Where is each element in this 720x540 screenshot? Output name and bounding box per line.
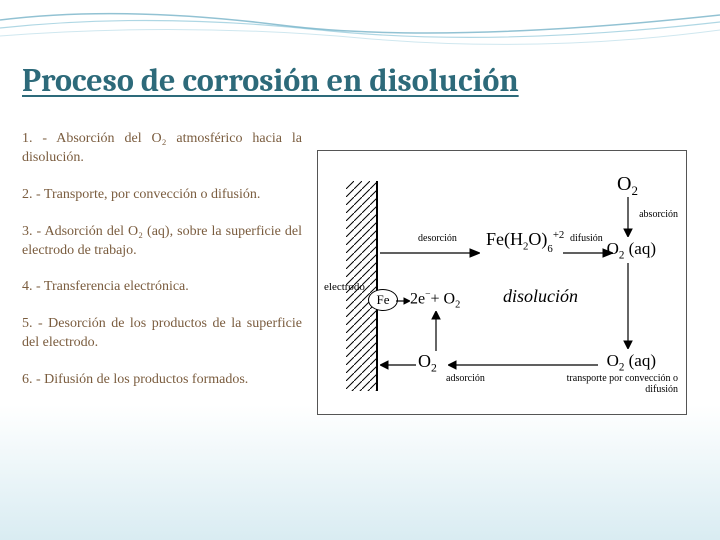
label-o2-top: O2 [617,173,638,199]
arrow-fe-to-reaction [396,296,410,306]
label-o2-bottom-left: O2 [418,351,437,375]
slide-title: Proceso de corrosión en disolución [22,62,519,99]
label-feh2o: Fe(H2O)6+2 [486,229,564,253]
step-5: 5. - Desorción de los productos de la su… [22,315,302,353]
label-adsorcion: adsorción [446,373,485,384]
steps-list: 1. - Absorción del O₂ atmosférico hacia … [22,130,302,415]
corrosion-diagram: electrodo O2 absorción O2 (aq) Fe(H2O)6+… [317,150,687,415]
step-2: 2. - Transporte, por convección o difusi… [22,186,302,205]
arrow-absorcion [622,197,634,237]
label-absorcion: absorción [639,209,678,220]
content-row: 1. - Absorción del O₂ atmosférico hacia … [22,130,702,415]
label-o2-aq-bottom: O2 (aq) [607,351,656,373]
label-o2-aq-top: O2 (aq) [607,239,656,261]
step-6: 6. - Difusión de los productos formados. [22,371,302,390]
label-disolucion: disolución [503,286,578,307]
arrow-desorcion [380,246,480,260]
label-electrodo: electrodo [324,281,365,293]
decorative-wave [0,0,720,55]
label-transporte: transporte por convección o difusión [538,373,678,395]
arrow-down-to-o2 [430,311,442,351]
step-3: 3. - Adsorción del O₂ (aq), sobre la sup… [22,223,302,261]
arrow-difusion-top [563,246,613,260]
fe-circle: Fe [368,289,398,311]
arrow-adsorcion [380,359,416,371]
step-4: 4. - Transferencia electrónica. [22,278,302,297]
arrow-o2aq-down [622,263,634,349]
label-desorcion: desorción [418,233,457,244]
electrode-surface-line [376,181,378,391]
step-1: 1. - Absorción del O₂ atmosférico hacia … [22,130,302,168]
label-difusion-top: difusión [570,233,603,244]
arrow-transporte [448,359,598,371]
label-reaction: 2e−+ O2 [410,289,460,311]
